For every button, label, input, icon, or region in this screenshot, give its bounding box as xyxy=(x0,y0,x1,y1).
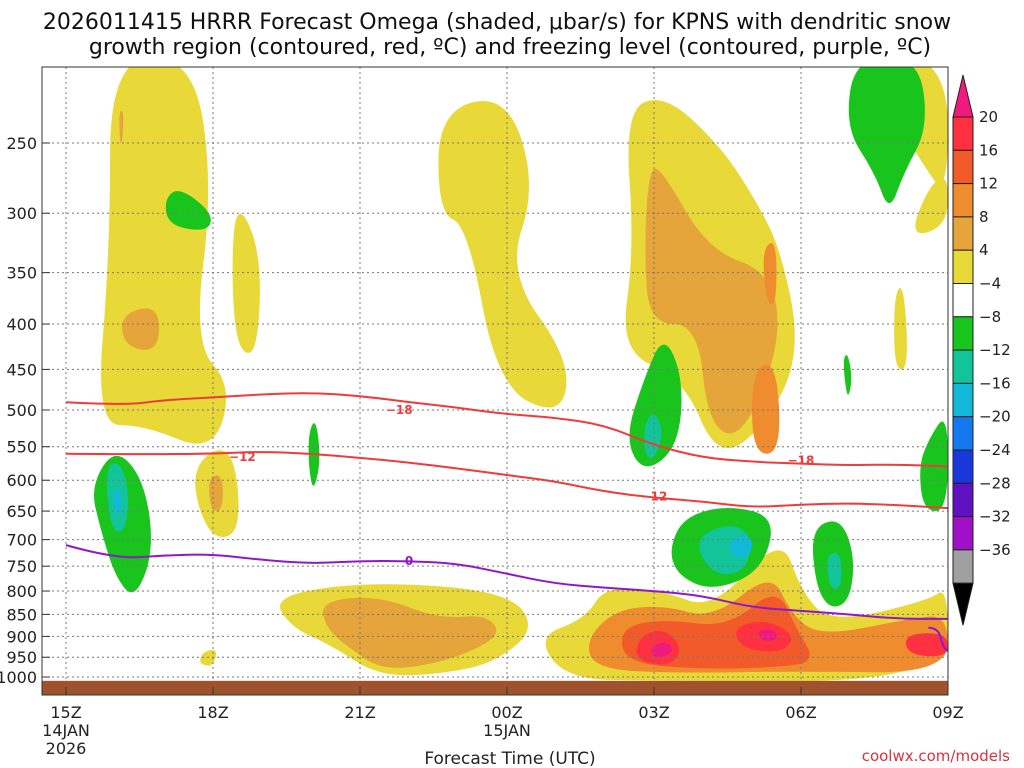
y-tick-label-950: 950 xyxy=(6,648,37,667)
colorbar-label-13: −36 xyxy=(979,541,1011,559)
y-tick-label-500: 500 xyxy=(6,401,37,420)
colorbar-segment-3 xyxy=(952,216,974,251)
omega-region-yellow-13 xyxy=(915,178,948,234)
colorbar-segment-2 xyxy=(952,183,974,218)
colorbar-label-10: −24 xyxy=(979,441,1011,459)
dgz-contour-m18-label-1: −18 xyxy=(788,453,815,467)
x-tick-label-03Z: 03Z xyxy=(638,703,669,722)
omega-region-cyan-34 xyxy=(729,536,752,558)
omega-region-green-25 xyxy=(165,191,211,230)
colorbar-bottom-arrow xyxy=(952,582,974,626)
colorbar-segment-12 xyxy=(952,516,974,551)
dgz-contour-m12-label-1: −12 xyxy=(641,490,668,504)
x-tick-label-00Z: 00Z xyxy=(491,703,522,722)
colorbar-label-4: 4 xyxy=(979,241,989,259)
colorbar-segment-13 xyxy=(952,549,974,584)
y-tick-label-450: 450 xyxy=(6,360,37,379)
y-tick-label-350: 350 xyxy=(6,264,37,283)
x-tick-date-00Z: 15JAN xyxy=(483,721,531,740)
colorbar-label-1: 16 xyxy=(979,141,998,159)
x-tick-label-06Z: 06Z xyxy=(785,703,816,722)
colorbar-label-12: −32 xyxy=(979,508,1011,526)
dgz-contour-m12-line xyxy=(65,451,948,510)
colorbar-segment-8 xyxy=(952,382,974,418)
omega-region-yellow-6 xyxy=(438,100,567,408)
colorbar-label-11: −28 xyxy=(979,474,1011,492)
y-tick-label-750: 750 xyxy=(6,557,37,576)
chart-title-line1: 2026011415 HRRR Forecast Omega (shaded, … xyxy=(43,10,951,35)
y-tick-label-1000: 1000 xyxy=(0,668,37,687)
omega-region-magenta-23 xyxy=(651,642,672,658)
omega-region-orange-1 xyxy=(122,308,160,350)
omega-region-orange-2 xyxy=(119,110,124,143)
plot-frame xyxy=(41,66,949,696)
dgz-contour-m12-label-0: −12 xyxy=(229,450,256,464)
x-tick-label-09Z: 09Z xyxy=(932,703,963,722)
ground-surface-bar xyxy=(42,680,948,695)
x-tick-date-15Z: 14JAN xyxy=(42,721,90,740)
plot-area: −18 −18 −12 −12 0 xyxy=(42,67,948,695)
omega-region-orange-8 xyxy=(645,168,778,434)
x-tick-label-18Z: 18Z xyxy=(197,703,228,722)
omega-region-orange-9 xyxy=(763,243,777,305)
y-tick-label-600: 600 xyxy=(6,471,37,490)
colorbar-segment-0 xyxy=(952,116,974,151)
colorbar-segment-10 xyxy=(952,449,974,484)
x-tick-label-15Z: 15Z xyxy=(50,703,81,722)
x-tick-label-21Z: 21Z xyxy=(344,703,375,722)
colorbar-label-2: 12 xyxy=(979,175,998,193)
omega-region-green-38 xyxy=(843,355,852,395)
colorbar-label-6: −8 xyxy=(979,308,1001,326)
y-tick-label-650: 650 xyxy=(6,502,37,521)
chart-title-line2: growth region (contoured, red, ºC) and f… xyxy=(89,35,931,60)
colorbar-segment-4 xyxy=(952,249,974,284)
colorbar-label-8: −16 xyxy=(979,374,1011,392)
omega-region-green-37 xyxy=(848,67,925,204)
y-tick-label-800: 800 xyxy=(6,582,37,601)
omega-region-orange-15 xyxy=(323,597,497,668)
colorbar-segment-7 xyxy=(952,349,974,384)
dgz-contour-m18-label-0: −18 xyxy=(386,403,413,417)
omega-region-magenta-24 xyxy=(758,629,777,641)
x-tick-year-15Z: 2026 xyxy=(46,739,87,758)
credit-text: coolwx.com/models xyxy=(862,747,1010,765)
omega-region-cyan-28 xyxy=(113,489,122,515)
freezing-level-tail-line xyxy=(928,626,948,652)
colorbar-segment-9 xyxy=(952,416,974,451)
y-tick-label-300: 300 xyxy=(6,204,37,223)
omega-region-red-22 xyxy=(905,633,948,657)
freezing-level-contour-line xyxy=(65,544,948,620)
y-tick-label-700: 700 xyxy=(6,531,37,550)
dgz-contour-m18-line xyxy=(65,392,948,468)
colorbar-label-0: 20 xyxy=(979,108,998,126)
omega-region-yellow-12 xyxy=(894,288,907,370)
x-axis-title: Forecast Time (UTC) xyxy=(424,749,595,768)
colorbar-segment-6 xyxy=(952,316,974,351)
colorbar-segment-1 xyxy=(952,149,974,185)
y-tick-label-900: 900 xyxy=(6,627,37,646)
y-tick-label-400: 400 xyxy=(6,315,37,334)
omega-region-green-30 xyxy=(629,344,682,467)
omega-region-yellow-0 xyxy=(101,67,227,444)
colorbar-top-arrow xyxy=(952,74,974,118)
y-tick-label-850: 850 xyxy=(6,605,37,624)
omega-region-teal-36 xyxy=(827,552,842,589)
omega-region-yellow-16 xyxy=(200,649,217,666)
colorbar-label-5: −4 xyxy=(979,275,1001,293)
colorbar-label-3: 8 xyxy=(979,208,989,226)
colorbar-segment-5 xyxy=(952,283,974,318)
colorbar-label-7: −12 xyxy=(979,341,1011,359)
omega-region-orange-10 xyxy=(752,364,780,454)
freezing-level-contour-label-0: 0 xyxy=(405,554,413,568)
y-tick-label-250: 250 xyxy=(6,134,37,153)
colorbar-label-9: −20 xyxy=(979,408,1011,426)
omega-region-yellow-5 xyxy=(232,213,260,354)
y-tick-label-550: 550 xyxy=(6,438,37,457)
colorbar-segment-11 xyxy=(952,482,974,518)
